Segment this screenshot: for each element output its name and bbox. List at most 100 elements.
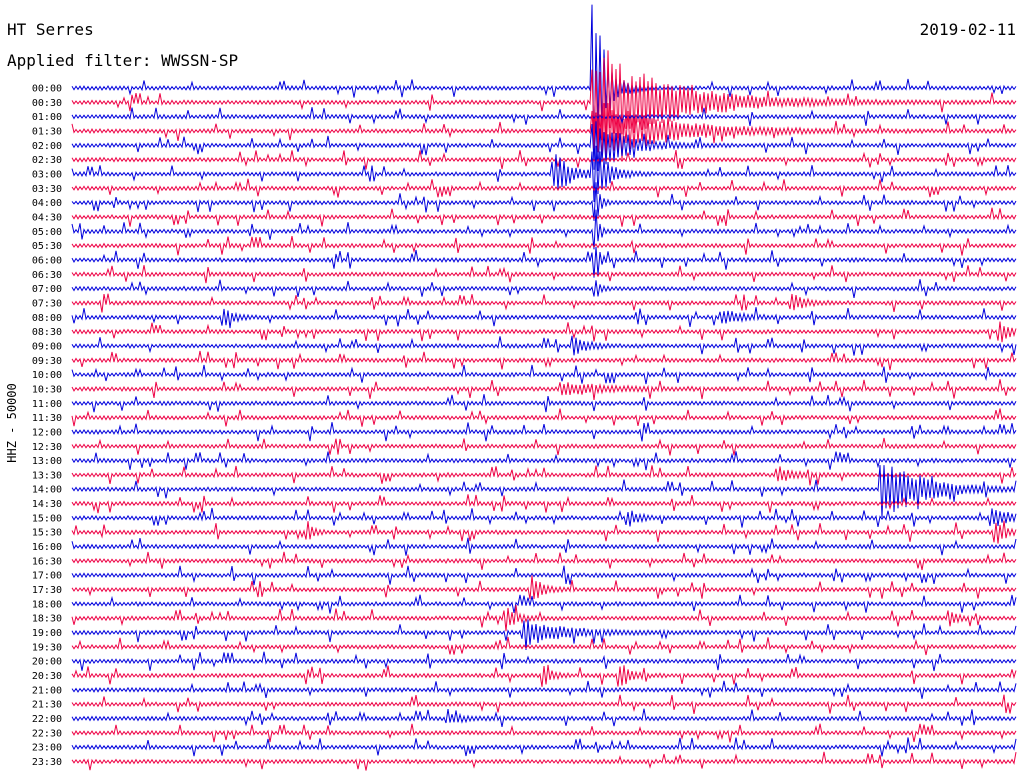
time-label: 19:30 (32, 642, 62, 653)
time-label: 14:00 (32, 485, 62, 496)
trace-line (71, 551, 1017, 571)
time-label: 12:30 (32, 442, 62, 453)
trace-line (71, 451, 1017, 471)
trace-line (71, 575, 1017, 600)
trace-line (71, 145, 1017, 203)
time-label: 08:30 (32, 327, 62, 338)
time-label: 07:30 (32, 298, 62, 309)
trace-line (71, 307, 1017, 329)
time-label: 21:30 (32, 700, 62, 711)
trace-line (71, 507, 1017, 528)
time-label-group: 00:00 00:30 01:00 01:30 02:00 02:30 03:00 03:30… (32, 84, 62, 769)
trace-line (71, 4, 1017, 170)
time-label: 05:30 (32, 241, 62, 252)
trace-line (71, 103, 1017, 160)
trace-line (71, 465, 1017, 486)
trace-line (71, 321, 1017, 343)
trace-line (71, 182, 1017, 221)
time-label: 23:00 (32, 743, 62, 754)
trace-line (71, 293, 1017, 313)
time-label: 02:00 (32, 141, 62, 152)
time-label: 11:00 (32, 399, 62, 410)
trace-line (71, 664, 1017, 687)
time-label: 19:00 (32, 628, 62, 639)
time-label: 03:30 (32, 184, 62, 195)
trace-line (71, 737, 1017, 757)
time-label: 09:30 (32, 356, 62, 367)
time-label: 17:30 (32, 585, 62, 596)
time-label: 04:00 (32, 198, 62, 209)
time-label: 15:00 (32, 513, 62, 524)
trace-line (71, 465, 1017, 518)
time-label: 18:00 (32, 599, 62, 610)
trace-line (71, 494, 1017, 514)
time-label: 00:30 (32, 98, 62, 109)
trace-line (71, 636, 1017, 656)
trace-line (71, 236, 1017, 256)
time-label: 01:00 (32, 112, 62, 123)
time-label: 16:30 (32, 556, 62, 567)
trace-line (71, 708, 1017, 727)
trace-line (71, 50, 1017, 152)
trace-line (71, 209, 1017, 250)
time-label: 14:30 (32, 499, 62, 510)
trace-line (71, 379, 1017, 400)
trace-line (71, 335, 1017, 356)
trace-line (71, 565, 1017, 586)
time-label: 17:00 (32, 571, 62, 582)
trace-line (71, 246, 1017, 278)
time-label: 20:00 (32, 657, 62, 668)
trace-line (71, 751, 1017, 771)
trace-line (71, 422, 1017, 442)
time-label: 18:30 (32, 614, 62, 625)
trace-line (71, 694, 1017, 714)
trace-line (71, 207, 1017, 227)
trace-line (71, 537, 1017, 556)
trace-line (71, 279, 1017, 298)
filter-label: Applied filter: WWSSN-SP (7, 51, 239, 70)
time-label: 00:00 (32, 84, 62, 95)
trace-line (71, 350, 1017, 371)
trace-line (71, 150, 1017, 170)
time-label: 06:00 (32, 255, 62, 266)
time-label: 07:00 (32, 284, 62, 295)
time-label: 10:00 (32, 370, 62, 381)
time-label: 13:30 (32, 470, 62, 481)
time-label: 04:30 (32, 212, 62, 223)
trace-line (71, 437, 1017, 456)
record-date: 2019-02-11 (919, 20, 1016, 39)
trace-line (71, 520, 1017, 544)
trace-line (71, 594, 1017, 614)
time-label: 10:30 (32, 384, 62, 395)
time-label: 01:30 (32, 126, 62, 137)
trace-line (71, 121, 1017, 172)
trace-line (71, 680, 1017, 699)
time-label: 09:00 (32, 341, 62, 352)
time-label: 16:00 (32, 542, 62, 553)
time-label: 13:00 (32, 456, 62, 467)
time-label: 20:30 (32, 671, 62, 682)
trace-line (71, 723, 1017, 743)
time-label: 03:00 (32, 169, 62, 180)
time-label: 08:00 (32, 313, 62, 324)
time-label: 06:30 (32, 270, 62, 281)
time-label: 15:30 (32, 528, 62, 539)
time-label: 22:30 (32, 728, 62, 739)
trace-line (71, 265, 1017, 284)
station-title: HT Serres (7, 20, 94, 39)
trace-line (71, 651, 1017, 672)
trace-line (71, 394, 1017, 413)
trace-line (71, 364, 1017, 385)
trace-line (71, 178, 1017, 198)
trace-line (71, 408, 1017, 427)
time-label: 21:00 (32, 685, 62, 696)
time-label: 02:30 (32, 155, 62, 166)
time-label: 11:30 (32, 413, 62, 424)
time-label: 12:00 (32, 427, 62, 438)
trace-line (71, 619, 1017, 651)
time-label: 23:30 (32, 757, 62, 768)
trace-group (71, 4, 1017, 771)
trace-line (71, 604, 1017, 632)
time-label: 05:00 (32, 227, 62, 238)
